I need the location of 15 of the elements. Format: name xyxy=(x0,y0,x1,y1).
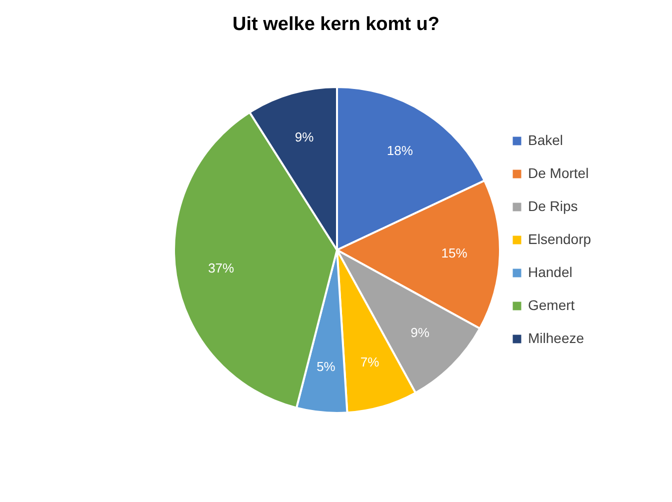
data-label: 5% xyxy=(316,358,336,374)
legend-label: De Mortel xyxy=(528,165,589,181)
data-label: 18% xyxy=(386,142,414,158)
legend-label: De Rips xyxy=(528,198,578,214)
data-label: 9% xyxy=(410,324,430,340)
chart-title: Uit welke kern komt u? xyxy=(232,14,440,35)
legend-label: Elsendorp xyxy=(528,231,592,247)
legend-label: Handel xyxy=(528,264,572,280)
data-label: 15% xyxy=(441,246,468,261)
legend-label: Milheeze xyxy=(528,330,584,346)
data-label: 37% xyxy=(208,260,235,276)
legend-label: Gemert xyxy=(528,297,575,313)
legend-label: Bakel xyxy=(528,132,564,148)
data-label: 9% xyxy=(294,129,314,144)
data-label: 7% xyxy=(360,354,380,370)
